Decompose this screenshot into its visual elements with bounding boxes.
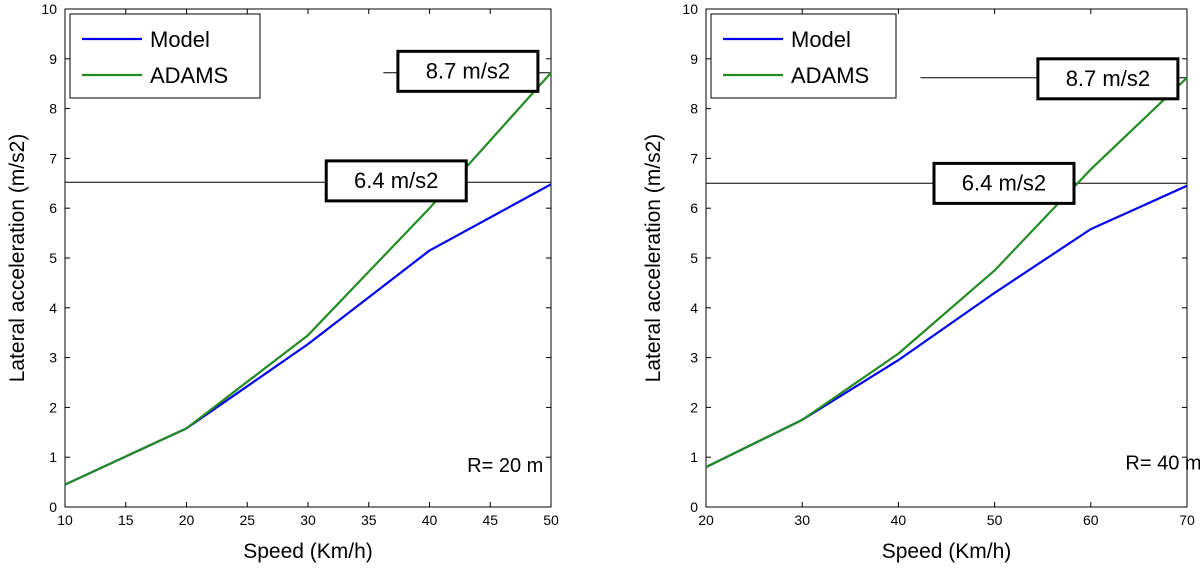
chart-panel-2: 20 30 40 50 60 70 0 1 2 3 4 5 6 7 8 9 10 Model ADAMS 8.7 m/… (642, 1, 1200, 563)
y-tick-label: 4 (49, 300, 57, 316)
x-tick-label: 60 (1083, 512, 1099, 528)
x-axis-label: Speed (Km/h) (882, 540, 1012, 563)
y-tick-label: 8 (690, 101, 698, 117)
y-tick-label: 1 (49, 449, 57, 465)
chart-panel-1: 10 15 20 25 30 35 40 45 50012345678910ModelADAMS… (6, 1, 559, 563)
annotation-label: 6.4 m/s2 (354, 168, 438, 193)
y-axis-label: Lateral acceleration (m/s2) (642, 134, 665, 383)
y-tick-label: 1 (690, 449, 698, 465)
y-tick-label: 2 (690, 399, 698, 415)
annotation-box (1036, 57, 1180, 101)
legend-box (69, 13, 261, 99)
annotation-box (324, 159, 468, 203)
x-tick-label: 25 (239, 512, 255, 528)
radius-label: R= 40 m (1125, 453, 1200, 475)
y-tick-label: 8 (49, 101, 57, 117)
annotation-box (396, 49, 540, 93)
y-axis-label: Lateral acceleration (m/s2) (6, 134, 29, 383)
y-tick-label: 9 (690, 51, 698, 67)
y-tick-label: 10 (682, 1, 698, 17)
annotation-box (932, 161, 1076, 205)
y-tick-label: 2 (49, 399, 57, 415)
legend-label: ADAMS (791, 63, 869, 88)
x-tick-label: 50 (543, 512, 559, 528)
x-tick-label: 70 (1179, 512, 1195, 528)
y-tick-label: 3 (49, 350, 57, 366)
x-tick-label: 50 (987, 512, 1003, 528)
x-tick-label: 20 (179, 512, 195, 528)
y-tick-label: 9 (49, 51, 57, 67)
x-tick-label: 30 (794, 512, 810, 528)
x-axis-label: Speed (Km/h) (243, 540, 373, 563)
y-tick-label: 5 (690, 250, 698, 266)
legend-label: Model (791, 27, 851, 52)
y-tick-label: 4 (690, 300, 698, 316)
y-tick-label: 7 (690, 150, 698, 166)
x-tick-label: 35 (361, 512, 377, 528)
y-tick-label: 0 (690, 499, 698, 515)
radius-label: R= 20 m (467, 455, 543, 477)
legend-label: Model (150, 27, 210, 52)
series-line-adams (705, 76, 1188, 469)
x-tick-label: 10 (57, 512, 73, 528)
x-tick-label: 40 (891, 512, 907, 528)
y-tick-label: 5 (49, 250, 57, 266)
y-tick-label: 6 (690, 200, 698, 216)
y-tick-label: 7 (49, 150, 57, 166)
x-tick-label: 40 (422, 512, 438, 528)
x-tick-label: 15 (118, 512, 134, 528)
y-tick-label: 10 (41, 1, 57, 17)
legend-label: ADAMS (150, 63, 228, 88)
annotation-label: 6.4 m/s2 (962, 170, 1046, 195)
y-tick-label: 0 (49, 499, 57, 515)
legend-box (710, 13, 897, 99)
series-line-adams (64, 72, 552, 486)
x-tick-label: 20 (698, 512, 714, 528)
x-tick-label: 30 (300, 512, 316, 528)
x-tick-label: 45 (482, 512, 498, 528)
annotation-label: 8.7 m/s2 (426, 58, 510, 83)
annotation-label: 8.7 m/s2 (1066, 66, 1150, 91)
y-tick-label: 3 (690, 350, 698, 366)
y-tick-label: 6 (49, 200, 57, 216)
